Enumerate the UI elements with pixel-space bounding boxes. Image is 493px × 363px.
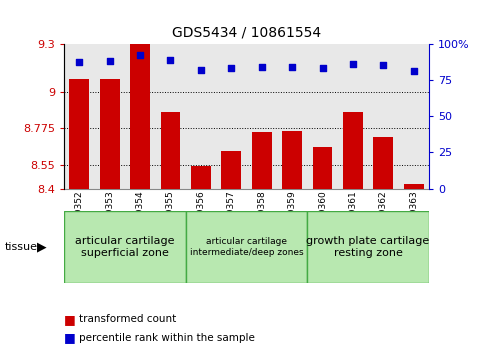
Bar: [186, 211, 307, 283]
Point: [136, 52, 144, 58]
Bar: [64, 211, 186, 283]
Text: articular cartilage
intermediate/deep zones: articular cartilage intermediate/deep zo…: [190, 237, 303, 257]
Text: percentile rank within the sample: percentile rank within the sample: [79, 333, 255, 343]
Point: [258, 64, 266, 70]
Bar: [191, 166, 211, 189]
Point: [167, 57, 175, 62]
Text: growth plate cartilage
resting zone: growth plate cartilage resting zone: [307, 236, 430, 258]
Point: [318, 65, 326, 71]
Bar: [404, 184, 423, 189]
Text: articular cartilage
superficial zone: articular cartilage superficial zone: [75, 236, 175, 258]
Text: GDS5434 / 10861554: GDS5434 / 10861554: [172, 25, 321, 40]
Point: [75, 60, 83, 65]
Point: [197, 67, 205, 73]
Point: [288, 64, 296, 70]
Bar: [161, 112, 180, 189]
Text: ■: ■: [64, 331, 76, 344]
Bar: [70, 79, 89, 189]
Bar: [130, 44, 150, 189]
Point: [380, 62, 387, 68]
Bar: [221, 151, 241, 189]
Bar: [373, 137, 393, 189]
Text: ▶: ▶: [37, 240, 47, 253]
Point: [227, 65, 235, 71]
Text: transformed count: transformed count: [79, 314, 176, 325]
Point: [410, 68, 418, 74]
Point: [106, 58, 113, 64]
Point: [349, 61, 357, 67]
Bar: [252, 132, 272, 189]
Bar: [100, 79, 120, 189]
Text: tissue: tissue: [5, 242, 38, 252]
Bar: [282, 131, 302, 189]
Bar: [313, 147, 332, 189]
Bar: [343, 112, 363, 189]
Bar: [307, 211, 429, 283]
Text: ■: ■: [64, 313, 76, 326]
